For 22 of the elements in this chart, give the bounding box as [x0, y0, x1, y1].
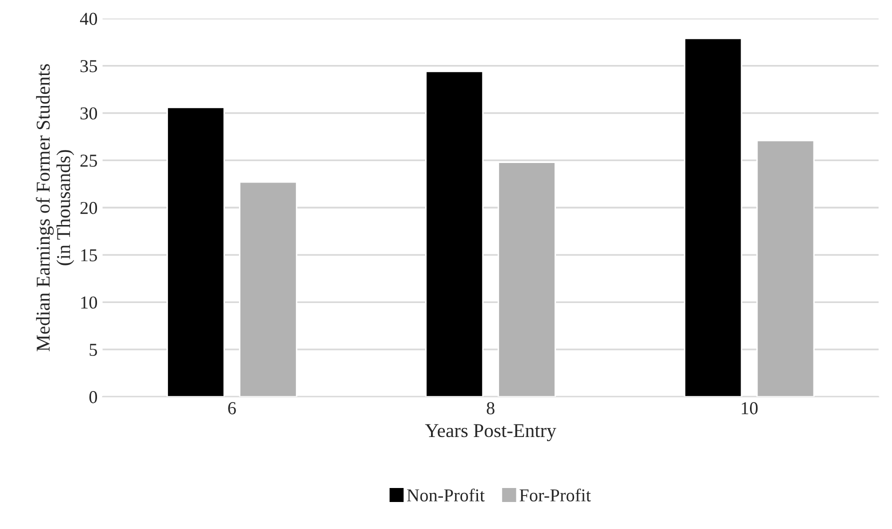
legend-label: Non-Profit	[407, 488, 485, 502]
legend-label: For-Profit	[520, 488, 591, 502]
y-axis-title: Median Earnings of Former Students (in Thousands)	[36, 64, 74, 352]
y-tick-label: 0	[89, 391, 98, 404]
bar	[166, 106, 225, 397]
x-tick-label: 10	[742, 402, 758, 414]
y-tick-label: 5	[90, 344, 98, 356]
y-tick-label: 40	[80, 12, 98, 25]
y-tick-label: 15	[81, 249, 98, 262]
bar	[756, 140, 815, 397]
x-tick-label: 8	[486, 402, 494, 414]
y-tick-label: 30	[80, 107, 98, 120]
y-tick-label: 20	[80, 202, 98, 214]
y-tick-label: 35	[80, 60, 98, 72]
bar	[684, 38, 742, 397]
bar	[425, 70, 484, 397]
bar	[238, 181, 298, 397]
y-tick-label: 25	[80, 154, 98, 167]
y-tick-label: 10	[81, 296, 98, 309]
bar	[498, 162, 556, 397]
x-axis-title: Years Post-Entry	[425, 424, 556, 442]
x-tick-label: 6	[228, 402, 236, 414]
